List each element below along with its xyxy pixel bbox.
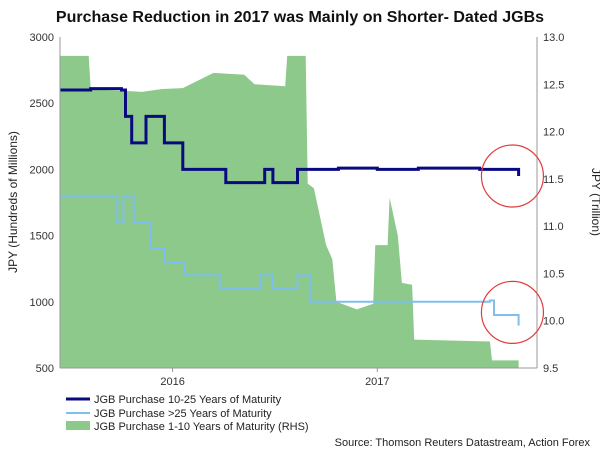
left-tick-label: 2000: [30, 164, 54, 176]
left-tick-label: 1000: [30, 297, 54, 309]
series-line-10-25-years: [60, 87, 521, 185]
x-tick-label: 2017: [365, 376, 389, 388]
left-axis-ticks: 500 1000 1500 2000 2500 3000: [30, 32, 54, 375]
series-area-1-10-years: [60, 55, 519, 369]
right-tick-label: 13.0: [543, 32, 564, 44]
chart-title: Purchase Reduction in 2017 was Mainly on…: [56, 9, 544, 26]
right-tick-label: 9.5: [543, 363, 558, 375]
highlight-circle: [480, 280, 545, 344]
right-axis-label: JPY (Trillion): [589, 168, 600, 236]
left-tick-label: 500: [36, 363, 54, 375]
highlight-circle: [480, 144, 545, 208]
legend: JGB Purchase 10-25 Years of Maturity JGB…: [66, 394, 309, 433]
left-tick-label: 1500: [30, 231, 54, 243]
annotation-layer: [480, 144, 545, 344]
left-tick-label: 3000: [30, 32, 54, 44]
right-tick-label: 10.0: [543, 316, 564, 328]
right-axis-ticks: 9.5 10.0 10.5 11.0 11.5 12.0 12.5 13.0: [543, 32, 564, 375]
left-axis-label: JPY (Hundreds of Millions): [6, 131, 20, 273]
x-tick-label: 2016: [160, 376, 184, 388]
legend-label-1-10: JGB Purchase 1-10 Years of Maturity (RHS…: [94, 421, 309, 433]
right-tick-label: 11.5: [543, 174, 564, 186]
left-tick-label: 2500: [30, 98, 54, 110]
source-note: Source: Thomson Reuters Datastream, Acti…: [335, 437, 591, 449]
area-layer: [60, 55, 519, 369]
right-tick-label: 12.5: [543, 79, 564, 91]
right-tick-label: 10.5: [543, 268, 564, 280]
legend-swatch-green: [66, 421, 90, 430]
x-axis-ticks: 2016 2017: [160, 368, 390, 388]
right-tick-label: 11.0: [543, 221, 564, 233]
series-line-over-25-years: [60, 194, 520, 326]
right-tick-label: 12.0: [543, 127, 564, 139]
legend-label-over-25: JGB Purchase >25 Years of Maturity: [94, 408, 272, 420]
line-layer: [59, 37, 538, 369]
legend-label-10-25: JGB Purchase 10-25 Years of Maturity: [94, 394, 282, 406]
